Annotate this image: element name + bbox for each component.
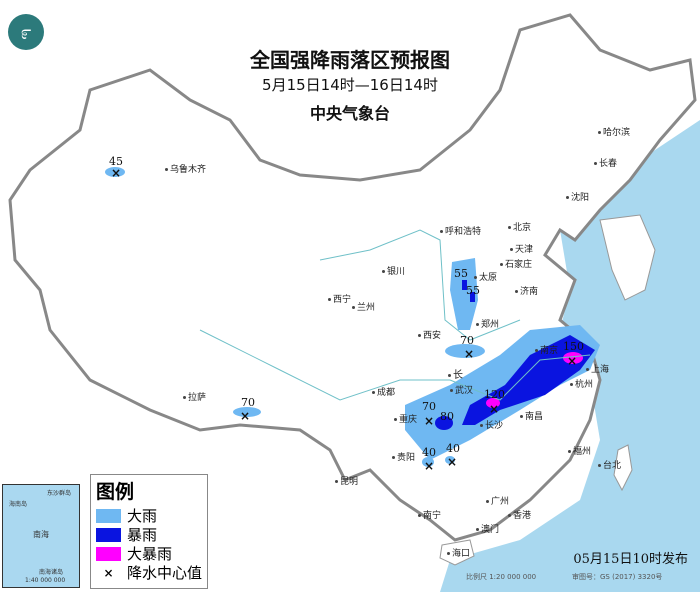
city-label: 上海 (586, 362, 609, 375)
x-mark-icon: × (447, 455, 458, 469)
city-label: 海口 (447, 546, 470, 559)
legend-label: 暴雨 (127, 526, 158, 544)
south-china-sea-inset: 南海 海南岛 东沙群岛 南海诸岛 1:40 000 000 (2, 484, 80, 588)
heavy-rain-area-xinjiang (105, 167, 125, 177)
center-value: 150 (563, 340, 584, 353)
legend-swatch (96, 546, 121, 561)
legend-swatch (96, 527, 121, 542)
city-label: 天津 (510, 242, 533, 255)
city-label: 济南 (515, 284, 538, 297)
city-label: 南昌 (520, 409, 543, 422)
city-label: 郑州 (476, 317, 499, 330)
map-scale: 比例尺 1:20 000 000 (466, 573, 537, 581)
inset-scale: 1:40 000 000 (25, 577, 66, 584)
yellow-river (319, 229, 521, 341)
city-label: 南宁 (418, 508, 441, 521)
legend: 图例 大雨 暴雨 大暴雨 × 降水中心值 (90, 474, 208, 589)
inset-island-label: 海南岛 (9, 501, 28, 508)
city-label: 呼和浩特 (440, 224, 481, 237)
legend-label: 大暴雨 (127, 545, 173, 563)
center-value: 55 (466, 284, 480, 297)
river-label: 长 (448, 366, 463, 381)
rainstorm-area-chongqing (435, 416, 453, 430)
inset-islands-name: 南海诸岛 (39, 569, 64, 576)
city-label: 福州 (568, 444, 591, 457)
city-label: 香港 (508, 508, 531, 521)
legend-item-center-value: × 降水中心值 (96, 563, 207, 582)
center-value: 40 (446, 442, 460, 455)
city-label: 拉萨 (183, 390, 206, 403)
issuer: 中央气象台 (309, 104, 390, 123)
korea-peninsula (599, 214, 656, 301)
heavy-rain-area-tibet (233, 407, 261, 417)
yangtze-river (199, 329, 591, 401)
heavy-rain-area-henan (445, 344, 485, 358)
map-title: 全国强降雨落区预报图 (250, 48, 450, 72)
review-number: 审图号：GS (2017) 3320号 (572, 573, 663, 581)
heavy-rainstorm-area-1 (563, 352, 583, 364)
forecast-period: 5月15日14时—16日14时 (262, 76, 438, 94)
city-label: 广州 (486, 494, 509, 507)
city-label: 北京 (508, 220, 531, 233)
rainstorm-area-taiyuan (462, 280, 467, 290)
legend-label: 降水中心值 (127, 564, 203, 582)
inset-island-label: 东沙群岛 (47, 490, 72, 497)
center-value: 70 (241, 396, 255, 409)
heavy-rain-area-guizhou-2 (445, 456, 455, 464)
center-value: 70 (460, 334, 474, 347)
city-label: 长沙 (480, 418, 503, 431)
publish-time: 05月15日10时发布 (573, 552, 688, 567)
x-mark-icon: × (464, 347, 475, 361)
city-label: 杭州 (570, 377, 593, 390)
city-label: 武汉 (450, 383, 473, 396)
heavy-rain-area-guizhou (422, 457, 434, 467)
rainstorm-area-taiyuan-2 (470, 292, 475, 302)
city-label: 西安 (418, 328, 441, 341)
city-label: 石家庄 (500, 257, 532, 270)
city-label: 兰州 (352, 300, 375, 313)
city-label: 长春 (594, 156, 617, 169)
legend-swatch (96, 508, 121, 523)
center-value: 120 (484, 388, 505, 401)
city-label: 重庆 (394, 412, 417, 425)
inset-sea-label: 南海 (33, 530, 49, 539)
center-value: 45 (109, 155, 123, 168)
legend-item-rainstorm: 暴雨 (96, 525, 207, 544)
city-label: 乌鲁木齐 (165, 162, 206, 175)
city-label: 澳门 (476, 522, 499, 535)
x-mark-icon: × (489, 402, 500, 416)
x-mark-icon: × (424, 459, 435, 473)
legend-item-heavy-rain: 大雨 (96, 506, 207, 525)
city-label: 台北 (598, 458, 621, 471)
x-mark-icon: × (111, 166, 122, 180)
city-label: 太原 (474, 270, 497, 283)
x-mark-icon: × (567, 354, 578, 368)
city-label: 哈尔滨 (598, 125, 630, 138)
center-value: 55 (454, 267, 468, 280)
center-value: 40 (422, 446, 436, 459)
city-label: 南京 (535, 343, 558, 356)
heavy-rainstorm-area-2 (486, 398, 500, 408)
heavy-rain-area-north (450, 258, 478, 330)
x-mark-icon: × (240, 409, 251, 423)
city-label: 昆明 (335, 474, 358, 487)
city-label: 沈阳 (566, 190, 589, 203)
city-label: 贵阳 (392, 450, 415, 463)
legend-title: 图例 (96, 481, 135, 503)
cma-logo: ೯ (8, 14, 44, 50)
center-value: 80 (440, 410, 454, 423)
city-label: 成都 (372, 385, 395, 398)
legend-item-heavy-rainstorm: 大暴雨 (96, 544, 207, 563)
x-mark-icon: × (103, 565, 114, 580)
legend-label: 大雨 (127, 507, 158, 525)
city-label: 银川 (382, 264, 405, 277)
center-value: 70 (422, 400, 436, 413)
x-mark-icon: × (424, 414, 435, 428)
city-label: 西宁 (328, 292, 351, 305)
